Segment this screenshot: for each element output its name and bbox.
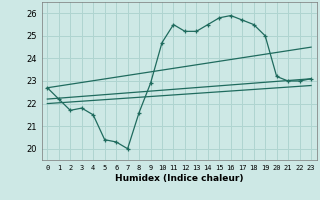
- X-axis label: Humidex (Indice chaleur): Humidex (Indice chaleur): [115, 174, 244, 183]
